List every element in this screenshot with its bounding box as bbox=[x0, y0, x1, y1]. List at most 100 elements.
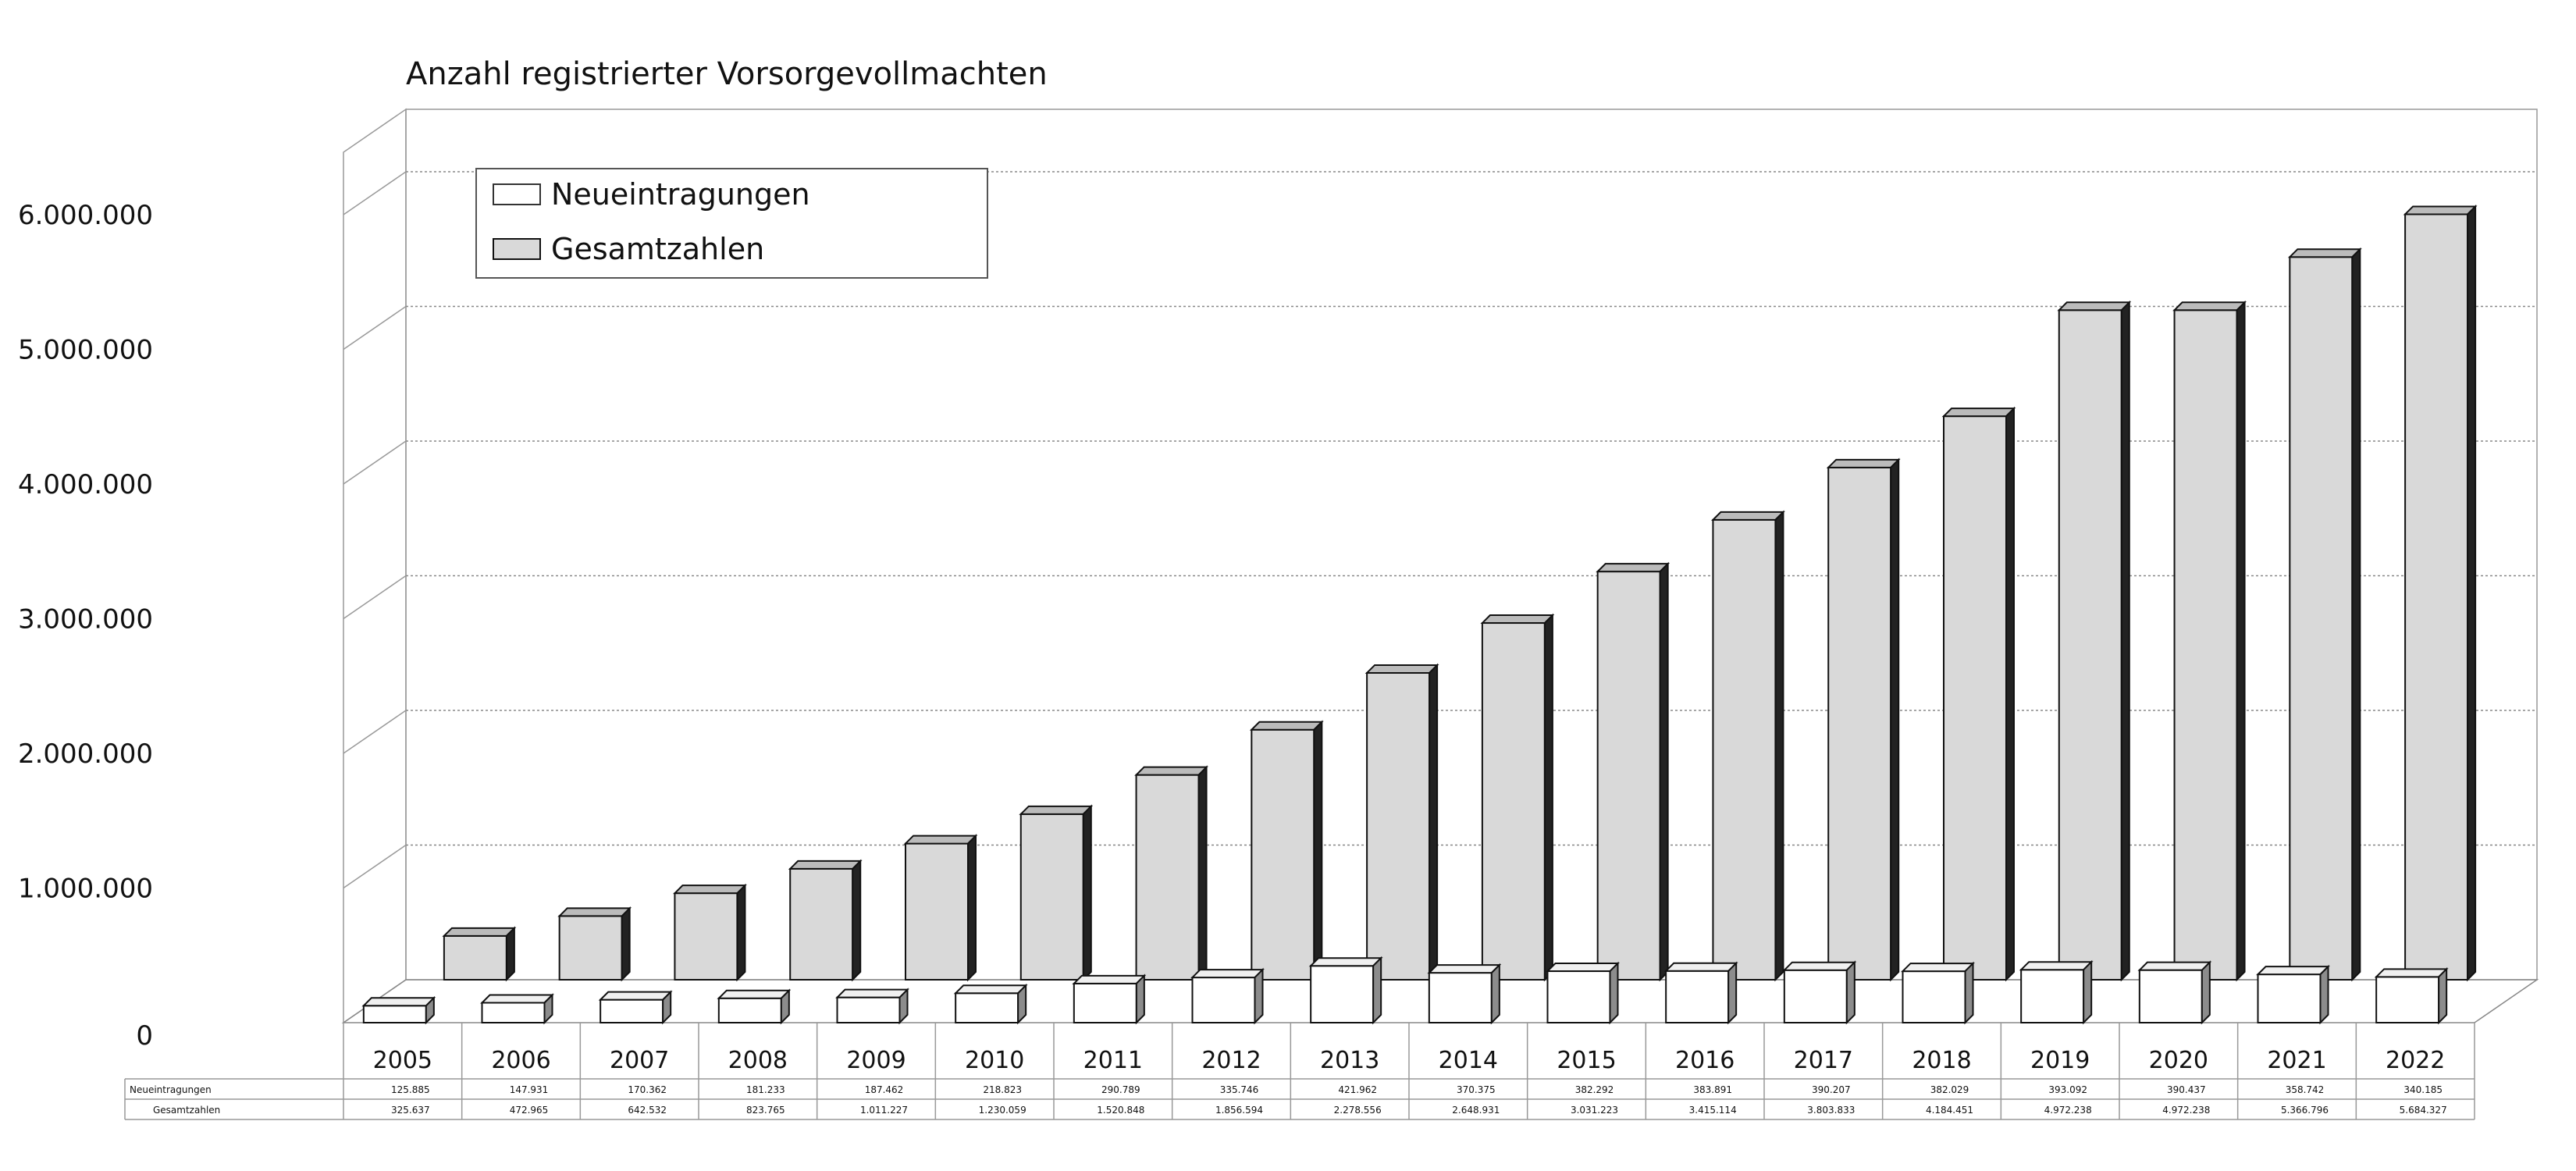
legend: Neueintragungen Gesamtzahlen bbox=[475, 168, 988, 279]
bar-neueintragungen-side bbox=[1727, 961, 1738, 1025]
data-label: 393.092 bbox=[2048, 1084, 2087, 1095]
bar-neueintragungen-top bbox=[1546, 963, 1620, 973]
bar-gesamtzahlen-side bbox=[2351, 247, 2361, 982]
bar-gesamtzahlen-top bbox=[1596, 563, 1670, 573]
gridline-side bbox=[343, 575, 407, 620]
x-tick-label: 2022 bbox=[2386, 1047, 2445, 1074]
bar-neueintragungen bbox=[1782, 960, 1857, 1025]
bar-neueintragungen bbox=[717, 988, 792, 1025]
x-tick-label: 2008 bbox=[728, 1047, 788, 1074]
x-tick-label: 2015 bbox=[1557, 1047, 1616, 1074]
data-label: 472.965 bbox=[510, 1105, 549, 1116]
bar-gesamtzahlen-top bbox=[1826, 458, 1901, 468]
bar-neueintragungen-side bbox=[898, 988, 909, 1025]
bar-neueintragungen-front bbox=[955, 992, 1019, 1024]
data-label: 5.684.327 bbox=[2400, 1105, 2447, 1116]
bar-gesamtzahlen-side bbox=[852, 859, 862, 982]
bar-neueintragungen-top bbox=[361, 997, 436, 1007]
bar-gesamtzahlen-side bbox=[2236, 300, 2246, 982]
bar-neueintragungen-front bbox=[1428, 972, 1493, 1024]
gridline-side bbox=[343, 440, 407, 485]
bar-neueintragungen-top bbox=[1190, 969, 1265, 979]
bar-gesamtzahlen bbox=[1480, 613, 1555, 982]
data-label: 4.184.451 bbox=[1926, 1105, 1973, 1116]
bar-gesamtzahlen bbox=[788, 859, 863, 982]
bar-gesamtzahlen bbox=[2057, 300, 2132, 982]
data-table: Neueintragungen Gesamtzahlen 125.885 325.63… bbox=[124, 1023, 2475, 1120]
data-label: 382.292 bbox=[1575, 1084, 1614, 1095]
x-tick-label: 2020 bbox=[2149, 1047, 2208, 1074]
table-row-label: Neueintragungen bbox=[130, 1084, 212, 1095]
bar-gesamtzahlen-front bbox=[558, 915, 623, 981]
bar-neueintragungen bbox=[2256, 964, 2330, 1025]
bar-neueintragungen-top bbox=[480, 994, 554, 1004]
legend-box bbox=[475, 168, 988, 279]
bar-neueintragungen-side bbox=[543, 993, 553, 1025]
data-label: 370.375 bbox=[1457, 1084, 1496, 1095]
bar-neueintragungen-top bbox=[2019, 961, 2094, 971]
bar-neueintragungen-top bbox=[2137, 961, 2212, 971]
data-label: 218.823 bbox=[983, 1084, 1022, 1095]
bar-gesamtzahlen bbox=[2403, 205, 2478, 982]
bar-gesamtzahlen-front bbox=[674, 892, 738, 981]
bar-neueintragungen bbox=[2019, 959, 2094, 1025]
y-axis-ticks: 0 1.000.000 2.000.000 3.000.000 4.000.000 5.0… bbox=[18, 200, 153, 1052]
data-label: 390.207 bbox=[1812, 1084, 1851, 1095]
bar-gesamtzahlen-side bbox=[1659, 561, 1669, 982]
x-tick-label: 2009 bbox=[846, 1047, 906, 1074]
x-tick-label: 2013 bbox=[1320, 1047, 1379, 1074]
bar-gesamtzahlen-front bbox=[1712, 518, 1777, 981]
bar-gesamtzahlen-top bbox=[1941, 408, 2016, 418]
bar-neueintragungen-side bbox=[425, 995, 435, 1025]
bar-neueintragungen-top bbox=[1072, 974, 1147, 984]
bar-neueintragungen bbox=[1427, 963, 1502, 1025]
bar-gesamtzahlen-front bbox=[1135, 774, 1200, 981]
bar-gesamtzahlen bbox=[1826, 457, 1901, 982]
data-label: 421.962 bbox=[1338, 1084, 1377, 1095]
gridline-side bbox=[343, 305, 407, 351]
bar-neueintragungen-front bbox=[2257, 973, 2322, 1024]
y-tick-label: 1.000.000 bbox=[18, 874, 153, 905]
bar-neueintragungen-front bbox=[2020, 969, 2085, 1024]
gridline-side bbox=[343, 710, 407, 754]
bar-gesamtzahlen bbox=[2172, 300, 2247, 982]
y-tick-label: 2.000.000 bbox=[18, 739, 153, 770]
bar-neueintragungen-front bbox=[600, 998, 664, 1023]
bar-gesamtzahlen-side bbox=[967, 834, 977, 982]
data-label: 4.972.238 bbox=[2044, 1105, 2092, 1116]
bar-neueintragungen-top bbox=[1782, 961, 1857, 971]
x-axis-ticks: 2005 2006 2007 2008 2009 2010 2011 2012 2013 2014… bbox=[373, 1047, 2446, 1074]
side-wall bbox=[343, 108, 407, 1024]
data-label: 1.011.227 bbox=[860, 1105, 908, 1116]
data-label: 4.972.238 bbox=[2162, 1105, 2210, 1116]
x-tick-label: 2007 bbox=[610, 1047, 669, 1074]
bar-neueintragungen-side bbox=[1609, 961, 1619, 1025]
legend-label-gesamtzahlen: Gesamtzahlen bbox=[551, 232, 764, 266]
bar-neueintragungen-side bbox=[2319, 964, 2329, 1025]
data-label: 340.185 bbox=[2403, 1084, 2443, 1095]
bar-gesamtzahlen bbox=[1711, 510, 1785, 982]
bar-gesamtzahlen-front bbox=[905, 842, 969, 981]
bar-gesamtzahlen-top bbox=[2057, 301, 2132, 311]
bar-gesamtzahlen-top bbox=[557, 907, 632, 917]
bar-gesamtzahlen-top bbox=[442, 927, 517, 937]
bar-gesamtzahlen-top bbox=[1480, 614, 1555, 625]
bar-gesamtzahlen bbox=[1941, 406, 2016, 982]
bar-neueintragungen-front bbox=[1073, 982, 1137, 1023]
bar-neueintragungen-side bbox=[1254, 967, 1264, 1025]
bar-gesamtzahlen-top bbox=[903, 835, 978, 845]
bar-gesamtzahlen-top bbox=[1711, 511, 1785, 521]
data-label: 382.029 bbox=[1930, 1084, 1969, 1095]
bar-neueintragungen bbox=[361, 995, 436, 1025]
data-label: 358.742 bbox=[2286, 1084, 2325, 1095]
bar-neueintragungen-side bbox=[1135, 973, 1145, 1025]
bar-gesamtzahlen bbox=[903, 834, 978, 982]
bar-neueintragungen-front bbox=[2375, 976, 2440, 1024]
bar-neueintragungen bbox=[2137, 960, 2212, 1025]
bar-neueintragungen-front bbox=[1902, 970, 1966, 1023]
bar-neueintragungen bbox=[1072, 973, 1147, 1025]
bar-gesamtzahlen-top bbox=[1364, 664, 1439, 674]
data-label: 1.230.059 bbox=[979, 1105, 1026, 1116]
bar-gesamtzahlen-front bbox=[1827, 466, 1892, 981]
bar-gesamtzahlen-top bbox=[1134, 766, 1208, 776]
